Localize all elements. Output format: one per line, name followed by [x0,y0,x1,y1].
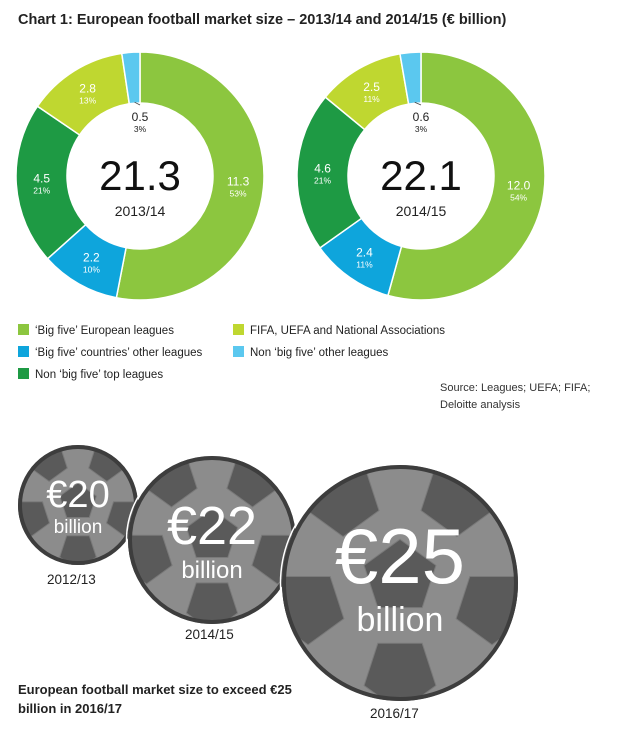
slice-value-label: 2.4 [356,246,373,260]
slice-value-label: 4.5 [33,172,50,186]
legend-swatch [233,324,244,335]
leader-line [414,101,422,106]
slice-value-label: 0.6 [413,110,430,124]
slice-percent-label: 3% [134,124,147,134]
bottom-caption: European football market size to exceed … [18,682,292,716]
slice-percent-label: 13% [79,96,96,106]
donut-center-value: 22.1 [380,152,462,199]
donut-center-value: 21.3 [99,152,181,199]
ball-unit: billion [54,517,103,538]
legend-item-big-five: ‘Big five’ European leagues [18,324,174,337]
slice-percent-label: 53% [230,188,247,198]
legend-swatch [18,324,29,335]
ball-amount: €22 [167,496,257,556]
slice-percent-label: 11% [363,94,380,104]
slice-big-five [115,51,265,301]
legend-swatch [233,346,244,357]
ball-unit: billion [181,557,242,584]
slice-percent-label: 21% [33,186,50,196]
legend-swatch [18,368,29,379]
ball-unit: billion [357,601,444,639]
donut-0: 11.353% 2.210% 4.521% 2.813% 0.53% 21.3 2013/1… [15,51,265,301]
legend-swatch [18,346,29,357]
slice-value-label: 12.0 [507,178,531,192]
slice-percent-label: 21% [314,176,331,186]
slice-value-label: 0.5 [132,110,149,124]
slice-value-label: 11.3 [227,174,250,188]
ball-amount: €25 [335,512,465,600]
slice-value-label: 2.5 [363,80,380,94]
ball-outline [282,465,518,701]
legend-item-non-big-five-other: Non ‘big five’ other leagues [233,346,388,359]
slice-percent-label: 10% [83,265,100,275]
donut-center-label: 2014/15 [396,203,447,219]
chart-title: Chart 1: European football market size –… [18,12,507,28]
ball-year-2012-13: 2012/13 [47,572,96,587]
ball-patches [282,467,518,701]
donut-1: 12.054%2.411%4.621%2.511%0.63%22.12014/1… [296,51,546,301]
slice-value-label: 2.2 [83,251,100,265]
ball-year-2016-17: 2016/17 [370,706,419,721]
slice-percent-label: 3% [415,124,428,134]
ball-amount: €20 [46,474,109,516]
slice-percent-label: 11% [356,260,373,270]
source-note: Source: Leagues; UEFA; FIFA; Deloitte an… [440,382,591,411]
slice-non-big-five-other [120,51,141,105]
slice-value-label: 2.8 [79,82,96,96]
slice-value-label: 4.6 [314,162,331,176]
slice-non-big-five-other [399,51,422,105]
legend-item-big-five-other: ‘Big five’ countries’ other leagues [18,346,202,359]
legend-item-non-big-five-top: Non ‘big five’ top leagues [18,368,163,381]
legend-item-fifa-uefa: FIFA, UEFA and National Associations [233,324,445,337]
slice-big-five [386,51,546,301]
leader-line [134,101,141,106]
ball-year-2014-15: 2014/15 [185,627,234,642]
donut-center-label: 2013/14 [115,203,166,219]
slice-percent-label: 54% [510,192,527,202]
